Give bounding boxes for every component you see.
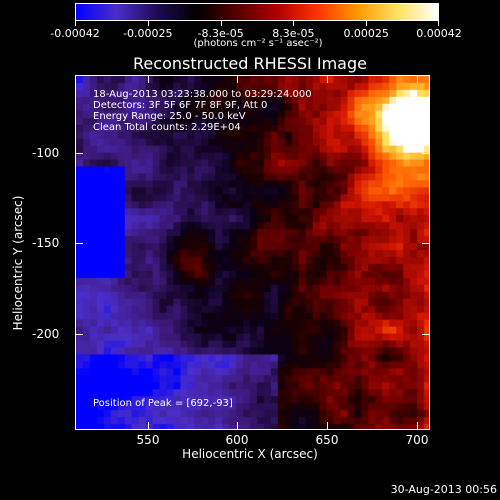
axis-tick: [327, 422, 328, 430]
colorbar-tick: [147, 21, 149, 26]
axis-tick: [422, 153, 430, 154]
colorbar-label: -0.00042: [50, 27, 100, 40]
time-range-text: 18-Aug-2013 03:23:38.000 to 03:29:24.000: [93, 89, 312, 100]
peak-position-text: Position of Peak = [692,-93]: [93, 398, 233, 409]
axis-tick: [417, 422, 418, 430]
x-tick-label: 550: [136, 433, 160, 447]
rhessi-image-canvas: [76, 76, 429, 429]
colorbar-tick: [75, 21, 76, 26]
axis-tick: [148, 422, 149, 430]
x-axis-label: Heliocentric X (arcsec): [182, 447, 318, 461]
axis-tick: [75, 243, 83, 244]
y-axis-label: Heliocentric Y (arcsec): [11, 195, 25, 331]
colorbar-ticks: [75, 21, 439, 27]
x-tick-label: 700: [405, 433, 429, 447]
axis-tick: [148, 75, 149, 83]
axis-tick: [422, 334, 430, 335]
y-tick-label: -200: [32, 327, 60, 341]
colorbar: [75, 3, 439, 21]
y-tick-label: -150: [32, 236, 60, 250]
rhessi-image-plot: [75, 75, 430, 430]
x-tick-label: 650: [315, 433, 339, 447]
axis-tick: [327, 75, 328, 83]
x-tick-label: 600: [225, 433, 249, 447]
axis-tick: [75, 153, 83, 154]
colorbar-label: -0.00025: [123, 27, 173, 40]
colorbar-tick: [293, 21, 295, 26]
axis-tick: [422, 243, 430, 244]
axis-tick: [237, 422, 238, 430]
axis-tick: [75, 334, 83, 335]
footer-date: 30-Aug-2013 00:56: [390, 483, 497, 496]
detectors-text: Detectors: 3F 5F 6F 7F 8F 9F, Att 0: [93, 100, 268, 111]
colorbar-units: (photons cm⁻² s⁻¹ asec⁻²): [193, 38, 323, 49]
colorbar-tick: [438, 21, 439, 26]
colorbar-label: 8.3e-05: [272, 27, 315, 40]
clean-counts-text: Clean Total counts: 2.29E+04: [93, 122, 241, 133]
y-tick-label: -100: [32, 146, 60, 160]
axis-tick: [417, 75, 418, 83]
image-title: Reconstructed RHESSI Image: [133, 54, 367, 73]
axis-tick: [237, 75, 238, 83]
colorbar-tick: [366, 21, 368, 26]
colorbar-label: 0.00042: [416, 27, 462, 40]
colorbar-label: 0.00025: [343, 27, 389, 40]
energy-range-text: Energy Range: 25.0 - 50.0 keV: [93, 111, 246, 122]
colorbar-label: -8.3e-05: [197, 27, 244, 40]
colorbar-tick: [220, 21, 222, 26]
